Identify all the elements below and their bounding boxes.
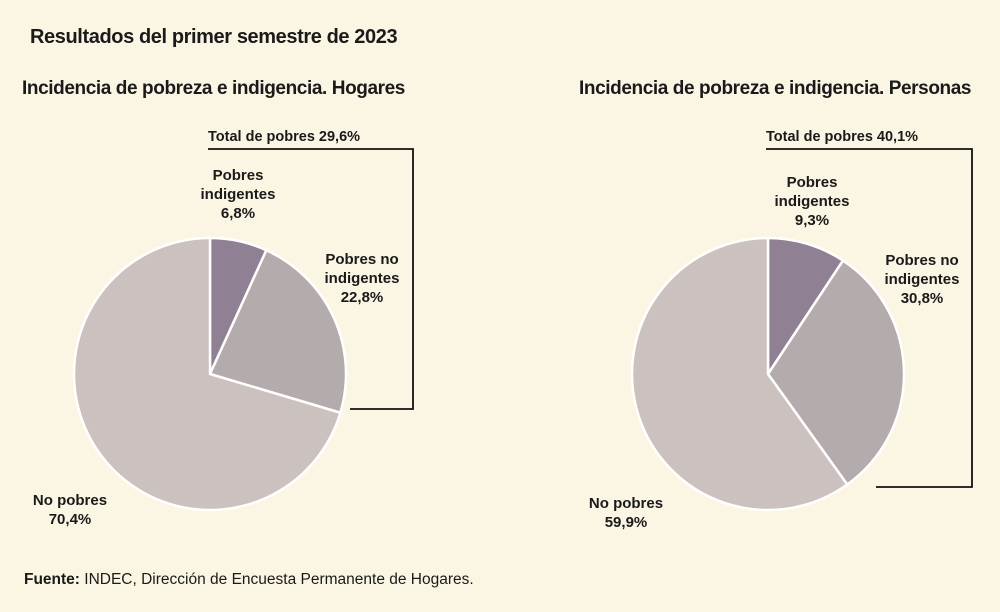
pie-slice-personas-1	[766, 259, 906, 486]
source-text: INDEC, Dirección de Encuesta Permanente …	[79, 571, 474, 588]
pie-slice-personas-0	[766, 236, 845, 376]
pie-slice-hogares-1	[208, 248, 348, 415]
slice-label-hogares-1: Pobres no indigentes 22,8%	[324, 251, 399, 306]
bracket-label-hogares: Total de pobres 29,6%	[208, 129, 360, 145]
bracket-line-personas	[766, 148, 973, 488]
slice-label-personas-0: Pobres indigentes 9,3%	[774, 174, 849, 229]
source-label: Fuente:	[24, 571, 80, 588]
bracket-label-personas: Total de pobres 40,1%	[766, 129, 918, 145]
slice-label-hogares-2: No pobres 70,4%	[33, 492, 107, 528]
pie-slice-hogares-2	[72, 236, 342, 512]
source-note: Fuente: INDEC, Dirección de Encuesta Per…	[24, 571, 474, 589]
chart-title-hogares: Incidencia de pobreza e indigencia. Hoga…	[22, 78, 405, 99]
chart-title-personas: Incidencia de pobreza e indigencia. Pers…	[579, 78, 972, 99]
bracket-line-hogares	[208, 148, 414, 410]
slice-label-hogares-0: Pobres indigentes 6,8%	[200, 167, 275, 222]
page-heading: Resultados del primer semestre de 2023	[30, 26, 398, 48]
slice-label-personas-2: No pobres 59,9%	[589, 495, 663, 531]
pie-slice-personas-2	[630, 236, 849, 512]
slice-label-personas-1: Pobres no indigentes 30,8%	[884, 252, 959, 307]
